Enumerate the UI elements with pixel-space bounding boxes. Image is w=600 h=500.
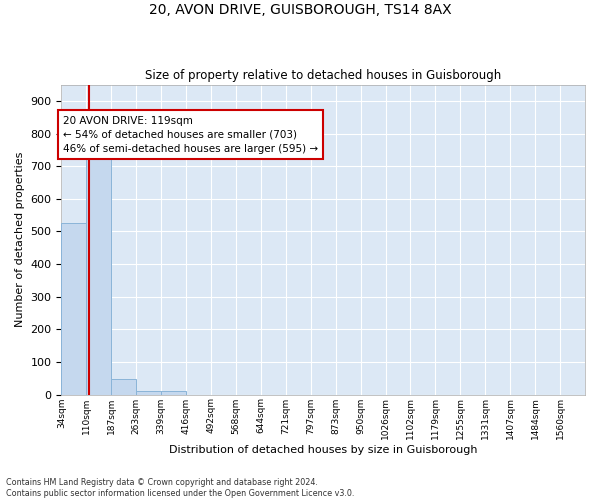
Bar bbox=[61, 223, 86, 394]
Text: Contains HM Land Registry data © Crown copyright and database right 2024.
Contai: Contains HM Land Registry data © Crown c… bbox=[6, 478, 355, 498]
X-axis label: Distribution of detached houses by size in Guisborough: Distribution of detached houses by size … bbox=[169, 445, 478, 455]
Bar bbox=[111, 379, 136, 394]
Bar bbox=[161, 392, 186, 394]
Y-axis label: Number of detached properties: Number of detached properties bbox=[15, 152, 25, 327]
Bar bbox=[136, 390, 161, 394]
Bar bbox=[86, 158, 111, 394]
Title: Size of property relative to detached houses in Guisborough: Size of property relative to detached ho… bbox=[145, 69, 502, 82]
Text: 20 AVON DRIVE: 119sqm
← 54% of detached houses are smaller (703)
46% of semi-det: 20 AVON DRIVE: 119sqm ← 54% of detached … bbox=[63, 116, 318, 154]
Text: 20, AVON DRIVE, GUISBOROUGH, TS14 8AX: 20, AVON DRIVE, GUISBOROUGH, TS14 8AX bbox=[149, 2, 451, 16]
